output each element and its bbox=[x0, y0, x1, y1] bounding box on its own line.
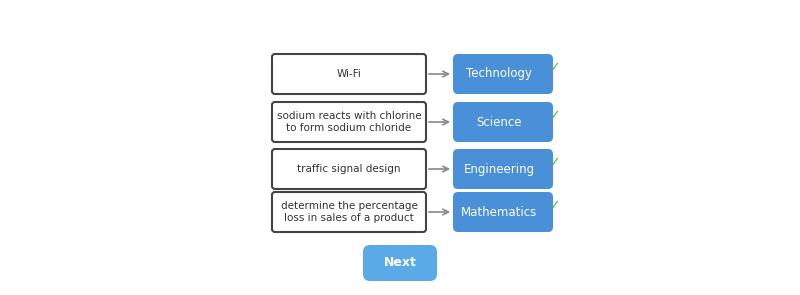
Text: traffic signal design: traffic signal design bbox=[298, 164, 401, 174]
FancyBboxPatch shape bbox=[272, 102, 426, 142]
Text: ✓: ✓ bbox=[549, 61, 559, 74]
Text: Next: Next bbox=[383, 256, 417, 270]
Text: ✓: ✓ bbox=[549, 109, 559, 122]
FancyBboxPatch shape bbox=[272, 149, 426, 189]
Text: Engineering: Engineering bbox=[463, 163, 534, 176]
Text: sodium reacts with chlorine
to form sodium chloride: sodium reacts with chlorine to form sodi… bbox=[277, 111, 422, 133]
Text: Mathematics: Mathematics bbox=[461, 206, 537, 219]
FancyBboxPatch shape bbox=[272, 54, 426, 94]
FancyBboxPatch shape bbox=[272, 192, 426, 232]
FancyBboxPatch shape bbox=[453, 149, 553, 189]
FancyBboxPatch shape bbox=[453, 192, 553, 232]
Text: Wi-Fi: Wi-Fi bbox=[337, 69, 362, 79]
FancyBboxPatch shape bbox=[453, 102, 553, 142]
Text: Science: Science bbox=[476, 116, 522, 129]
FancyBboxPatch shape bbox=[363, 245, 437, 281]
Text: ✓: ✓ bbox=[549, 156, 559, 169]
Text: Technology: Technology bbox=[466, 68, 532, 81]
FancyBboxPatch shape bbox=[453, 54, 553, 94]
Text: determine the percentage
loss in sales of a product: determine the percentage loss in sales o… bbox=[281, 201, 418, 223]
Text: ✓: ✓ bbox=[549, 199, 559, 212]
